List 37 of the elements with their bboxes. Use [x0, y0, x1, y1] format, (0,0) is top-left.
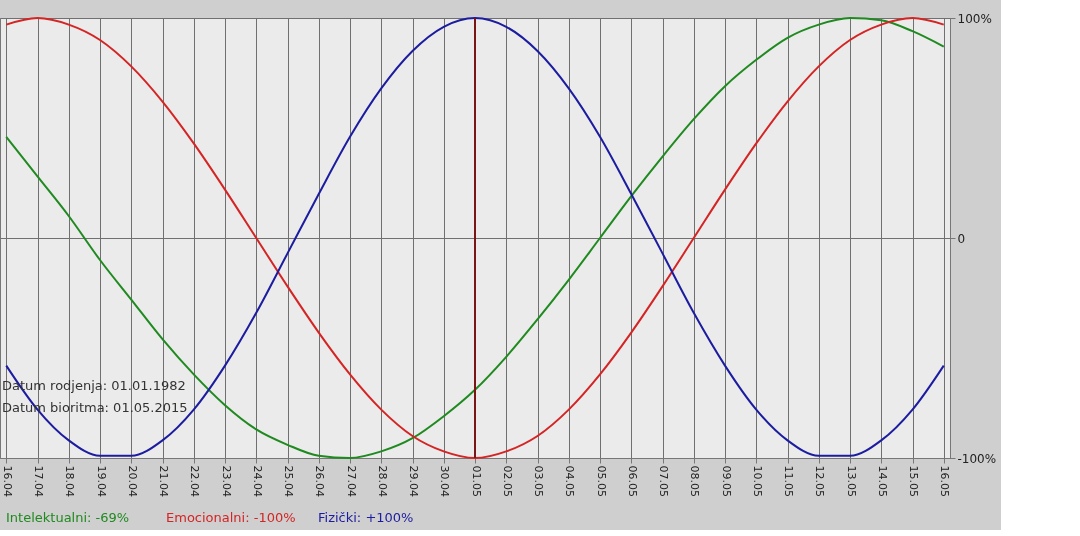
x-tick-label: 03.05 — [532, 465, 545, 497]
x-tick-label: 25.04 — [282, 465, 295, 497]
x-tick-label: 30.04 — [438, 465, 452, 497]
x-tick-label: 08.05 — [688, 465, 702, 497]
text: Fizički: +100% — [318, 510, 414, 525]
x-tick-label: 05.05 — [594, 465, 608, 497]
x-tick-label: 09.05 — [719, 465, 733, 497]
x-tick-label: 19.04 — [94, 465, 108, 497]
x-tick-label: 07.05 — [657, 465, 670, 497]
x-tick-label: 29.04 — [407, 465, 420, 497]
x-tick-label: 01.05 — [469, 465, 483, 497]
x-tick-label: 12.05 — [813, 465, 827, 497]
x-tick-label: 27.04 — [344, 465, 358, 497]
x-tick-label: 15.05 — [907, 465, 920, 497]
x-tick-label: 13.05 — [844, 465, 858, 497]
text: Emocionalni: -100% — [166, 510, 296, 525]
x-tick-label: 21.04 — [157, 465, 170, 497]
x-tick-label: 04.05 — [563, 465, 577, 497]
x-tick-label: 16.05 — [938, 465, 952, 497]
x-tick-label: 16.04 — [0, 465, 14, 497]
x-tick-label: 18.04 — [63, 465, 77, 497]
text: Intelektualni: -69% — [6, 510, 130, 525]
x-tick-label: 10.05 — [750, 465, 764, 497]
y-tick-label: 100% — [957, 11, 992, 26]
y-tick-label: 0 — [957, 231, 966, 246]
y-tick-label: -100% — [957, 451, 997, 466]
x-tick-label: 23.04 — [219, 465, 233, 497]
x-tick-label: 17.04 — [32, 465, 45, 497]
x-tick-label: 28.04 — [375, 465, 389, 497]
x-tick-label: 06.05 — [625, 465, 639, 497]
x-tick-label: 24.04 — [250, 465, 264, 497]
x-tick-label: 02.05 — [500, 465, 514, 497]
x-tick-label: 26.04 — [313, 465, 327, 497]
x-tick-label: 11.05 — [782, 465, 795, 497]
x-tick-label: 20.04 — [125, 465, 139, 497]
x-tick-label: 14.05 — [875, 465, 889, 497]
x-tick-label: 22.04 — [188, 465, 202, 497]
